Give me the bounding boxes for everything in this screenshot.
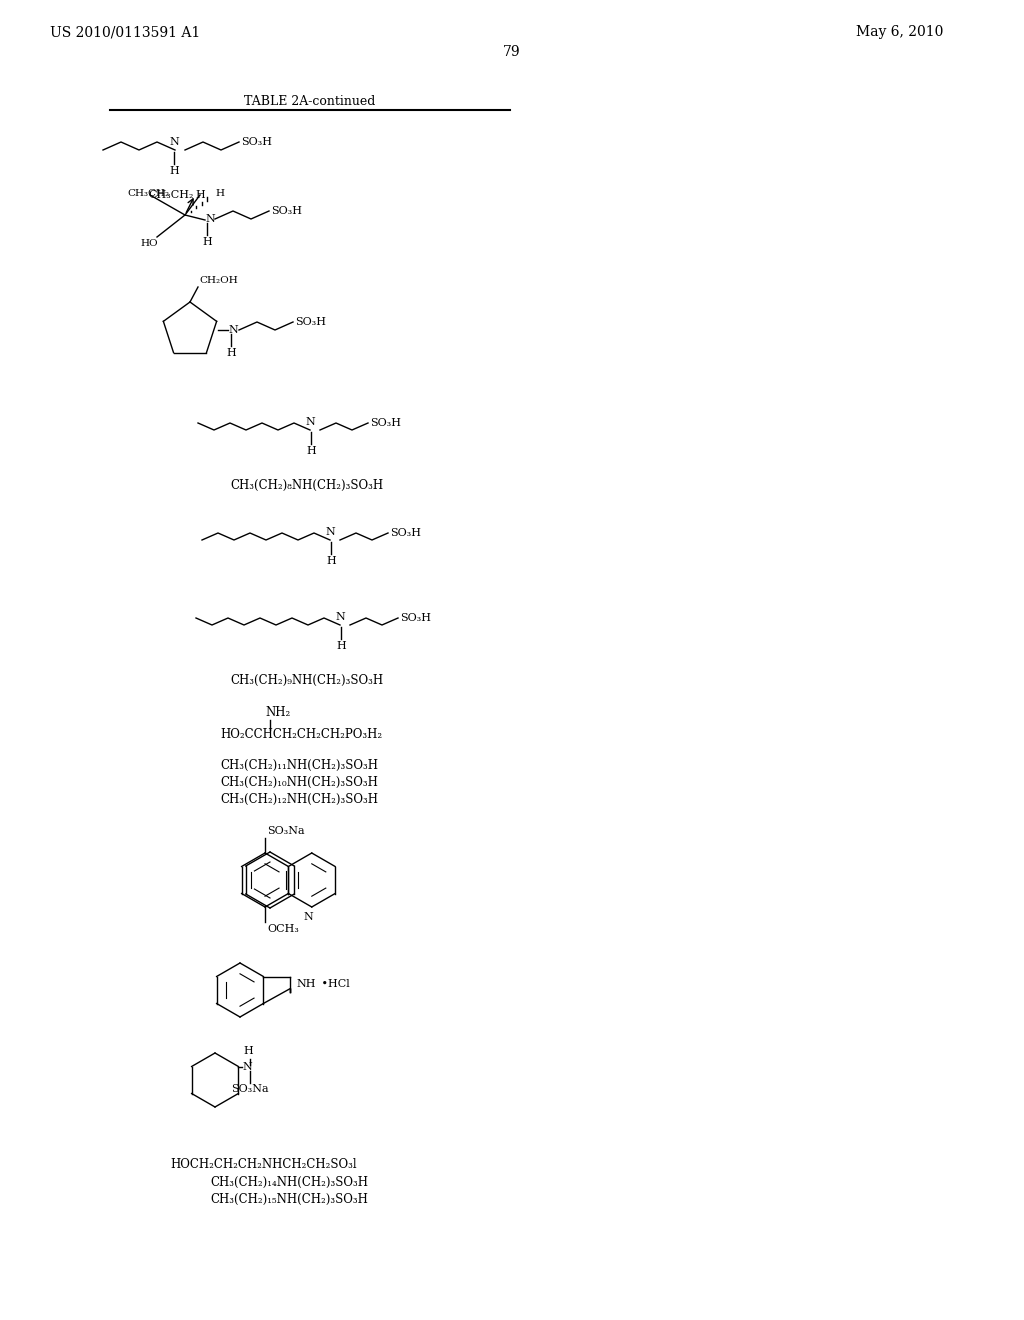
Text: H: H [195,190,205,201]
Text: SO₃H: SO₃H [295,317,326,327]
Text: H: H [226,348,236,358]
Text: 79: 79 [503,45,521,59]
Text: N: N [335,612,345,622]
Text: NH: NH [296,979,315,989]
Text: H: H [244,1047,253,1056]
Text: SO₃H: SO₃H [370,418,401,428]
Text: SO₃Na: SO₃Na [231,1085,269,1094]
Text: HO: HO [140,239,158,248]
Text: CH₃(CH₂)₁₁NH(CH₂)₃SO₃H: CH₃(CH₂)₁₁NH(CH₂)₃SO₃H [220,759,378,771]
Text: N: N [243,1061,252,1072]
Text: N: N [205,214,215,224]
Text: CH₃(CH₂)₁₂NH(CH₂)₃SO₃H: CH₃(CH₂)₁₂NH(CH₂)₃SO₃H [220,792,378,805]
Text: H: H [169,166,179,176]
Text: SO₃H: SO₃H [390,528,421,539]
Text: CH₃(CH₂)₉NH(CH₂)₃SO₃H: CH₃(CH₂)₉NH(CH₂)₃SO₃H [230,673,383,686]
Text: CH₃CH₂: CH₃CH₂ [148,190,194,201]
Text: SO₃H: SO₃H [400,612,431,623]
Text: H: H [215,189,224,198]
Text: CH₃(CH₂)₈NH(CH₂)₃SO₃H: CH₃(CH₂)₈NH(CH₂)₃SO₃H [230,479,383,491]
Text: •HCl: •HCl [318,979,350,989]
Text: CH₃CH₂: CH₃CH₂ [127,189,169,198]
Text: SO₃H: SO₃H [271,206,302,216]
Text: H: H [306,446,315,455]
Text: H: H [326,556,336,566]
Text: OCH₃: OCH₃ [267,924,299,935]
Text: N: N [305,417,314,426]
Text: N: N [169,137,179,147]
Text: SO₃Na: SO₃Na [267,826,304,836]
Text: N: N [326,527,335,537]
Text: HOCH₂CH₂CH₂NHCH₂CH₂SO₃l: HOCH₂CH₂CH₂NHCH₂CH₂SO₃l [170,1159,356,1172]
Text: HO₂CCHCH₂CH₂CH₂PO₃H₂: HO₂CCHCH₂CH₂CH₂PO₃H₂ [220,729,382,742]
Text: US 2010/0113591 A1: US 2010/0113591 A1 [50,25,201,40]
Text: May 6, 2010: May 6, 2010 [856,25,944,40]
Text: CH₂OH: CH₂OH [199,276,238,285]
Text: NH₂: NH₂ [265,705,290,718]
Text: TABLE 2A-continued: TABLE 2A-continued [245,95,376,108]
Text: H: H [202,238,212,247]
Text: H: H [336,642,346,651]
Text: CH₃(CH₂)₁₅NH(CH₂)₃SO₃H: CH₃(CH₂)₁₅NH(CH₂)₃SO₃H [210,1192,368,1205]
Text: SO₃H: SO₃H [241,137,272,147]
Text: N: N [304,912,313,921]
Text: CH₃(CH₂)₁₄NH(CH₂)₃SO₃H: CH₃(CH₂)₁₄NH(CH₂)₃SO₃H [210,1176,368,1188]
Text: CH₃(CH₂)₁₀NH(CH₂)₃SO₃H: CH₃(CH₂)₁₀NH(CH₂)₃SO₃H [220,776,378,788]
Text: N: N [228,325,238,335]
